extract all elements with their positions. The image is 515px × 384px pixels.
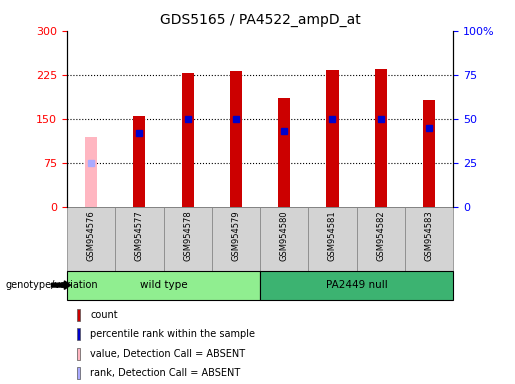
Text: genotype/variation: genotype/variation — [5, 280, 98, 290]
Bar — [375, 69, 387, 207]
Bar — [67, 207, 115, 271]
Bar — [405, 207, 453, 271]
Bar — [260, 207, 308, 271]
Text: GSM954580: GSM954580 — [280, 210, 289, 261]
Bar — [423, 100, 435, 207]
Text: GSM954581: GSM954581 — [328, 210, 337, 261]
Bar — [278, 98, 290, 207]
Text: value, Detection Call = ABSENT: value, Detection Call = ABSENT — [90, 349, 245, 359]
Bar — [85, 137, 97, 207]
Text: GSM954579: GSM954579 — [231, 210, 241, 261]
Text: count: count — [90, 310, 118, 320]
Bar — [327, 70, 338, 207]
Bar — [77, 348, 80, 359]
Text: rank, Detection Call = ABSENT: rank, Detection Call = ABSENT — [90, 368, 241, 378]
Bar — [77, 328, 80, 340]
Text: GSM954578: GSM954578 — [183, 210, 192, 261]
Bar — [308, 207, 356, 271]
Title: GDS5165 / PA4522_ampD_at: GDS5165 / PA4522_ampD_at — [160, 13, 360, 27]
Bar — [230, 71, 242, 207]
Bar — [182, 73, 194, 207]
Bar — [356, 207, 405, 271]
Text: PA2449 null: PA2449 null — [326, 280, 387, 290]
Text: GSM954582: GSM954582 — [376, 210, 385, 261]
Text: percentile rank within the sample: percentile rank within the sample — [90, 329, 255, 339]
Text: GSM954583: GSM954583 — [424, 210, 434, 261]
Text: GSM954577: GSM954577 — [135, 210, 144, 261]
Bar — [77, 309, 80, 321]
Bar — [212, 207, 260, 271]
Bar — [115, 207, 163, 271]
Text: wild type: wild type — [140, 280, 187, 290]
Bar — [67, 271, 260, 300]
Text: GSM954576: GSM954576 — [87, 210, 96, 261]
Bar — [163, 207, 212, 271]
Bar — [77, 367, 80, 379]
Bar — [133, 116, 145, 207]
Bar — [260, 271, 453, 300]
